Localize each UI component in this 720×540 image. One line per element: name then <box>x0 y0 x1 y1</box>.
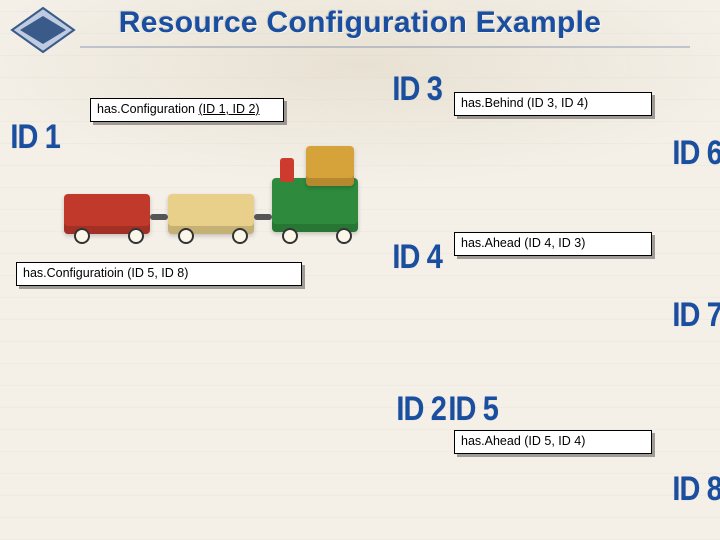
id7-label: ID 7 <box>672 296 720 335</box>
id3-label: ID 3 <box>392 70 442 109</box>
toy-train-image <box>40 128 370 258</box>
id8-label: ID 8 <box>672 470 720 509</box>
predicate: has.Configuration <box>97 102 195 116</box>
slide-title: Resource Configuration Example <box>0 6 720 40</box>
id6-label: ID 6 <box>672 134 720 173</box>
stack-row: has.Behind (ID 3, ID 4) <box>454 92 652 116</box>
stack-row: has.Ahead (ID 4, ID 3) <box>454 232 652 256</box>
title-underline <box>80 46 690 48</box>
id2-label: ID 2 <box>396 390 446 429</box>
id4-label: ID 4 <box>392 238 442 277</box>
has-configuration-box: has.Configuration (ID 1, ID 2) <box>90 98 284 122</box>
stack-row: has.Configuratioin (ID 5, ID 8) <box>16 262 302 286</box>
predicate-args: (ID 1, ID 2) <box>198 102 259 116</box>
stack-row: has.Ahead (ID 5, ID 4) <box>454 430 652 454</box>
id5-label: ID 5 <box>448 390 498 429</box>
